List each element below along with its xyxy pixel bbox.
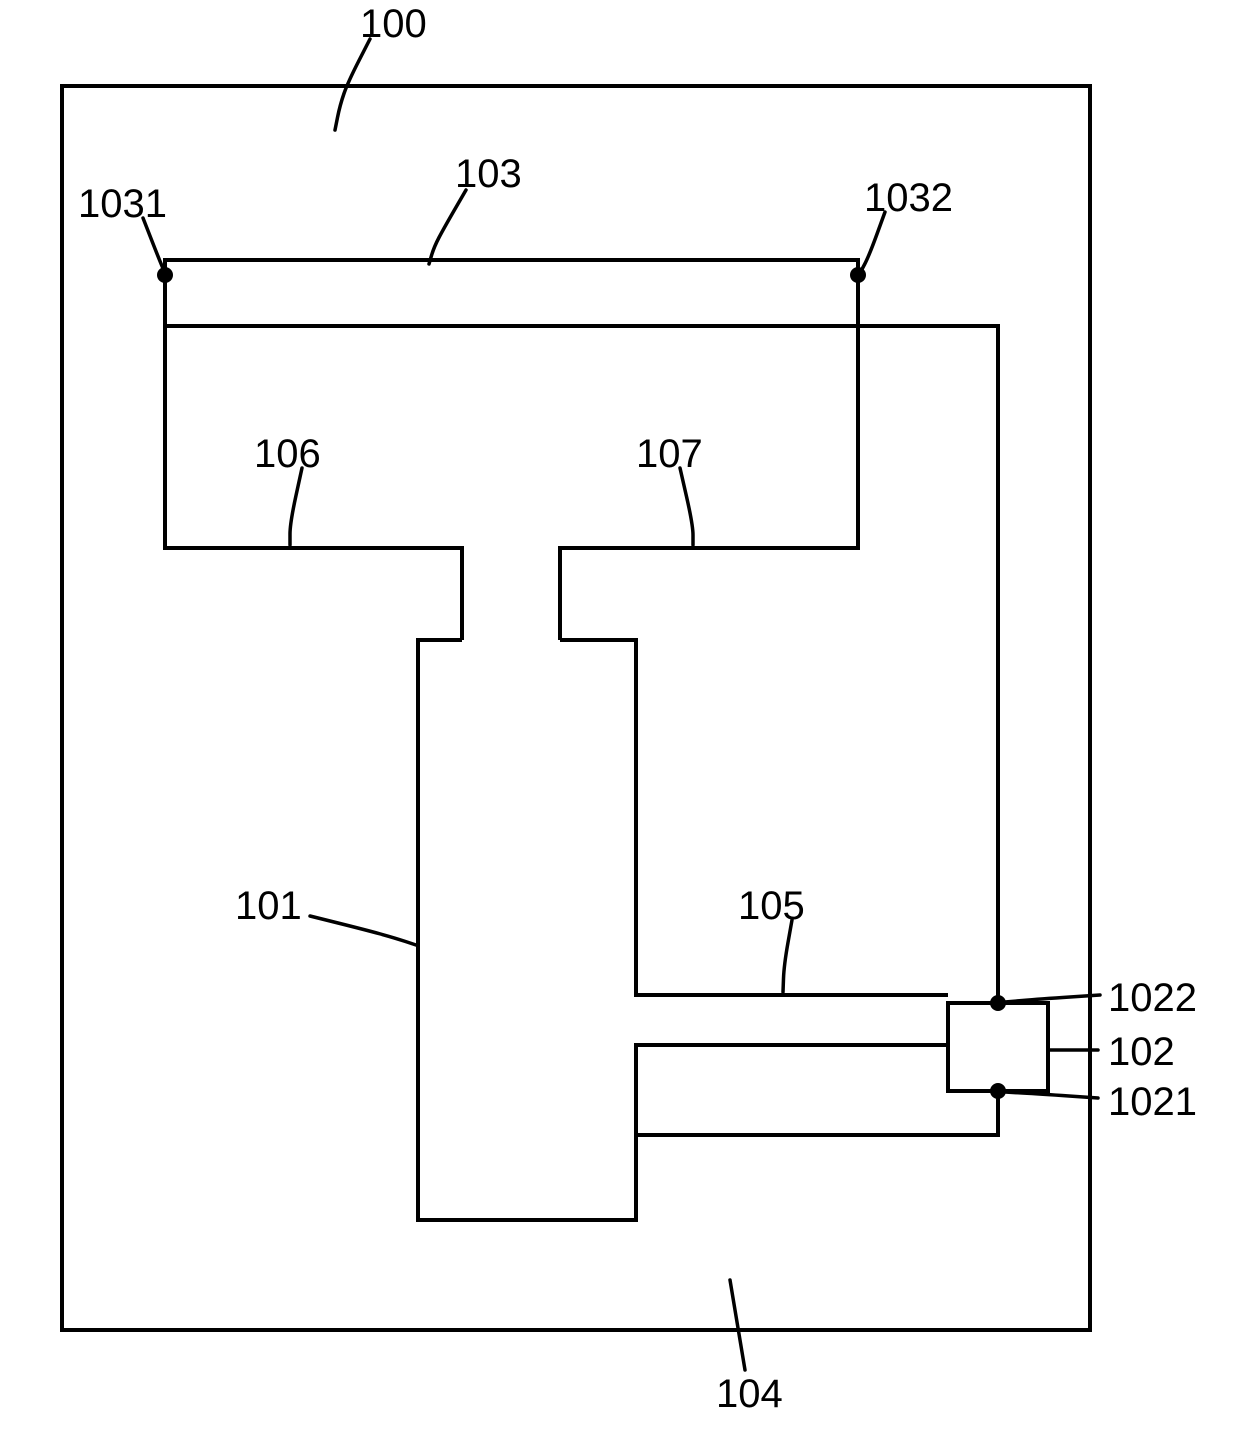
label-1022: 1022: [1108, 978, 1197, 1018]
label-100: 100: [360, 4, 427, 44]
label-1021: 1021: [1108, 1082, 1197, 1122]
label-107: 107: [636, 434, 703, 474]
label-104: 104: [716, 1374, 783, 1414]
block-102: [948, 1003, 1048, 1091]
block-101: [418, 640, 636, 1220]
label-103: 103: [455, 154, 522, 194]
diagram-svg: [0, 0, 1240, 1429]
label-1032: 1032: [864, 178, 953, 218]
label-101: 101: [235, 886, 302, 926]
label-102: 102: [1108, 1032, 1175, 1072]
label-105: 105: [738, 886, 805, 926]
diagram-canvas: 100 101 102 103 104 105 106 107 1021 1022 1031 1032: [0, 0, 1240, 1429]
label-106: 106: [254, 434, 321, 474]
label-1031: 1031: [78, 184, 167, 224]
block-103: [165, 260, 858, 326]
